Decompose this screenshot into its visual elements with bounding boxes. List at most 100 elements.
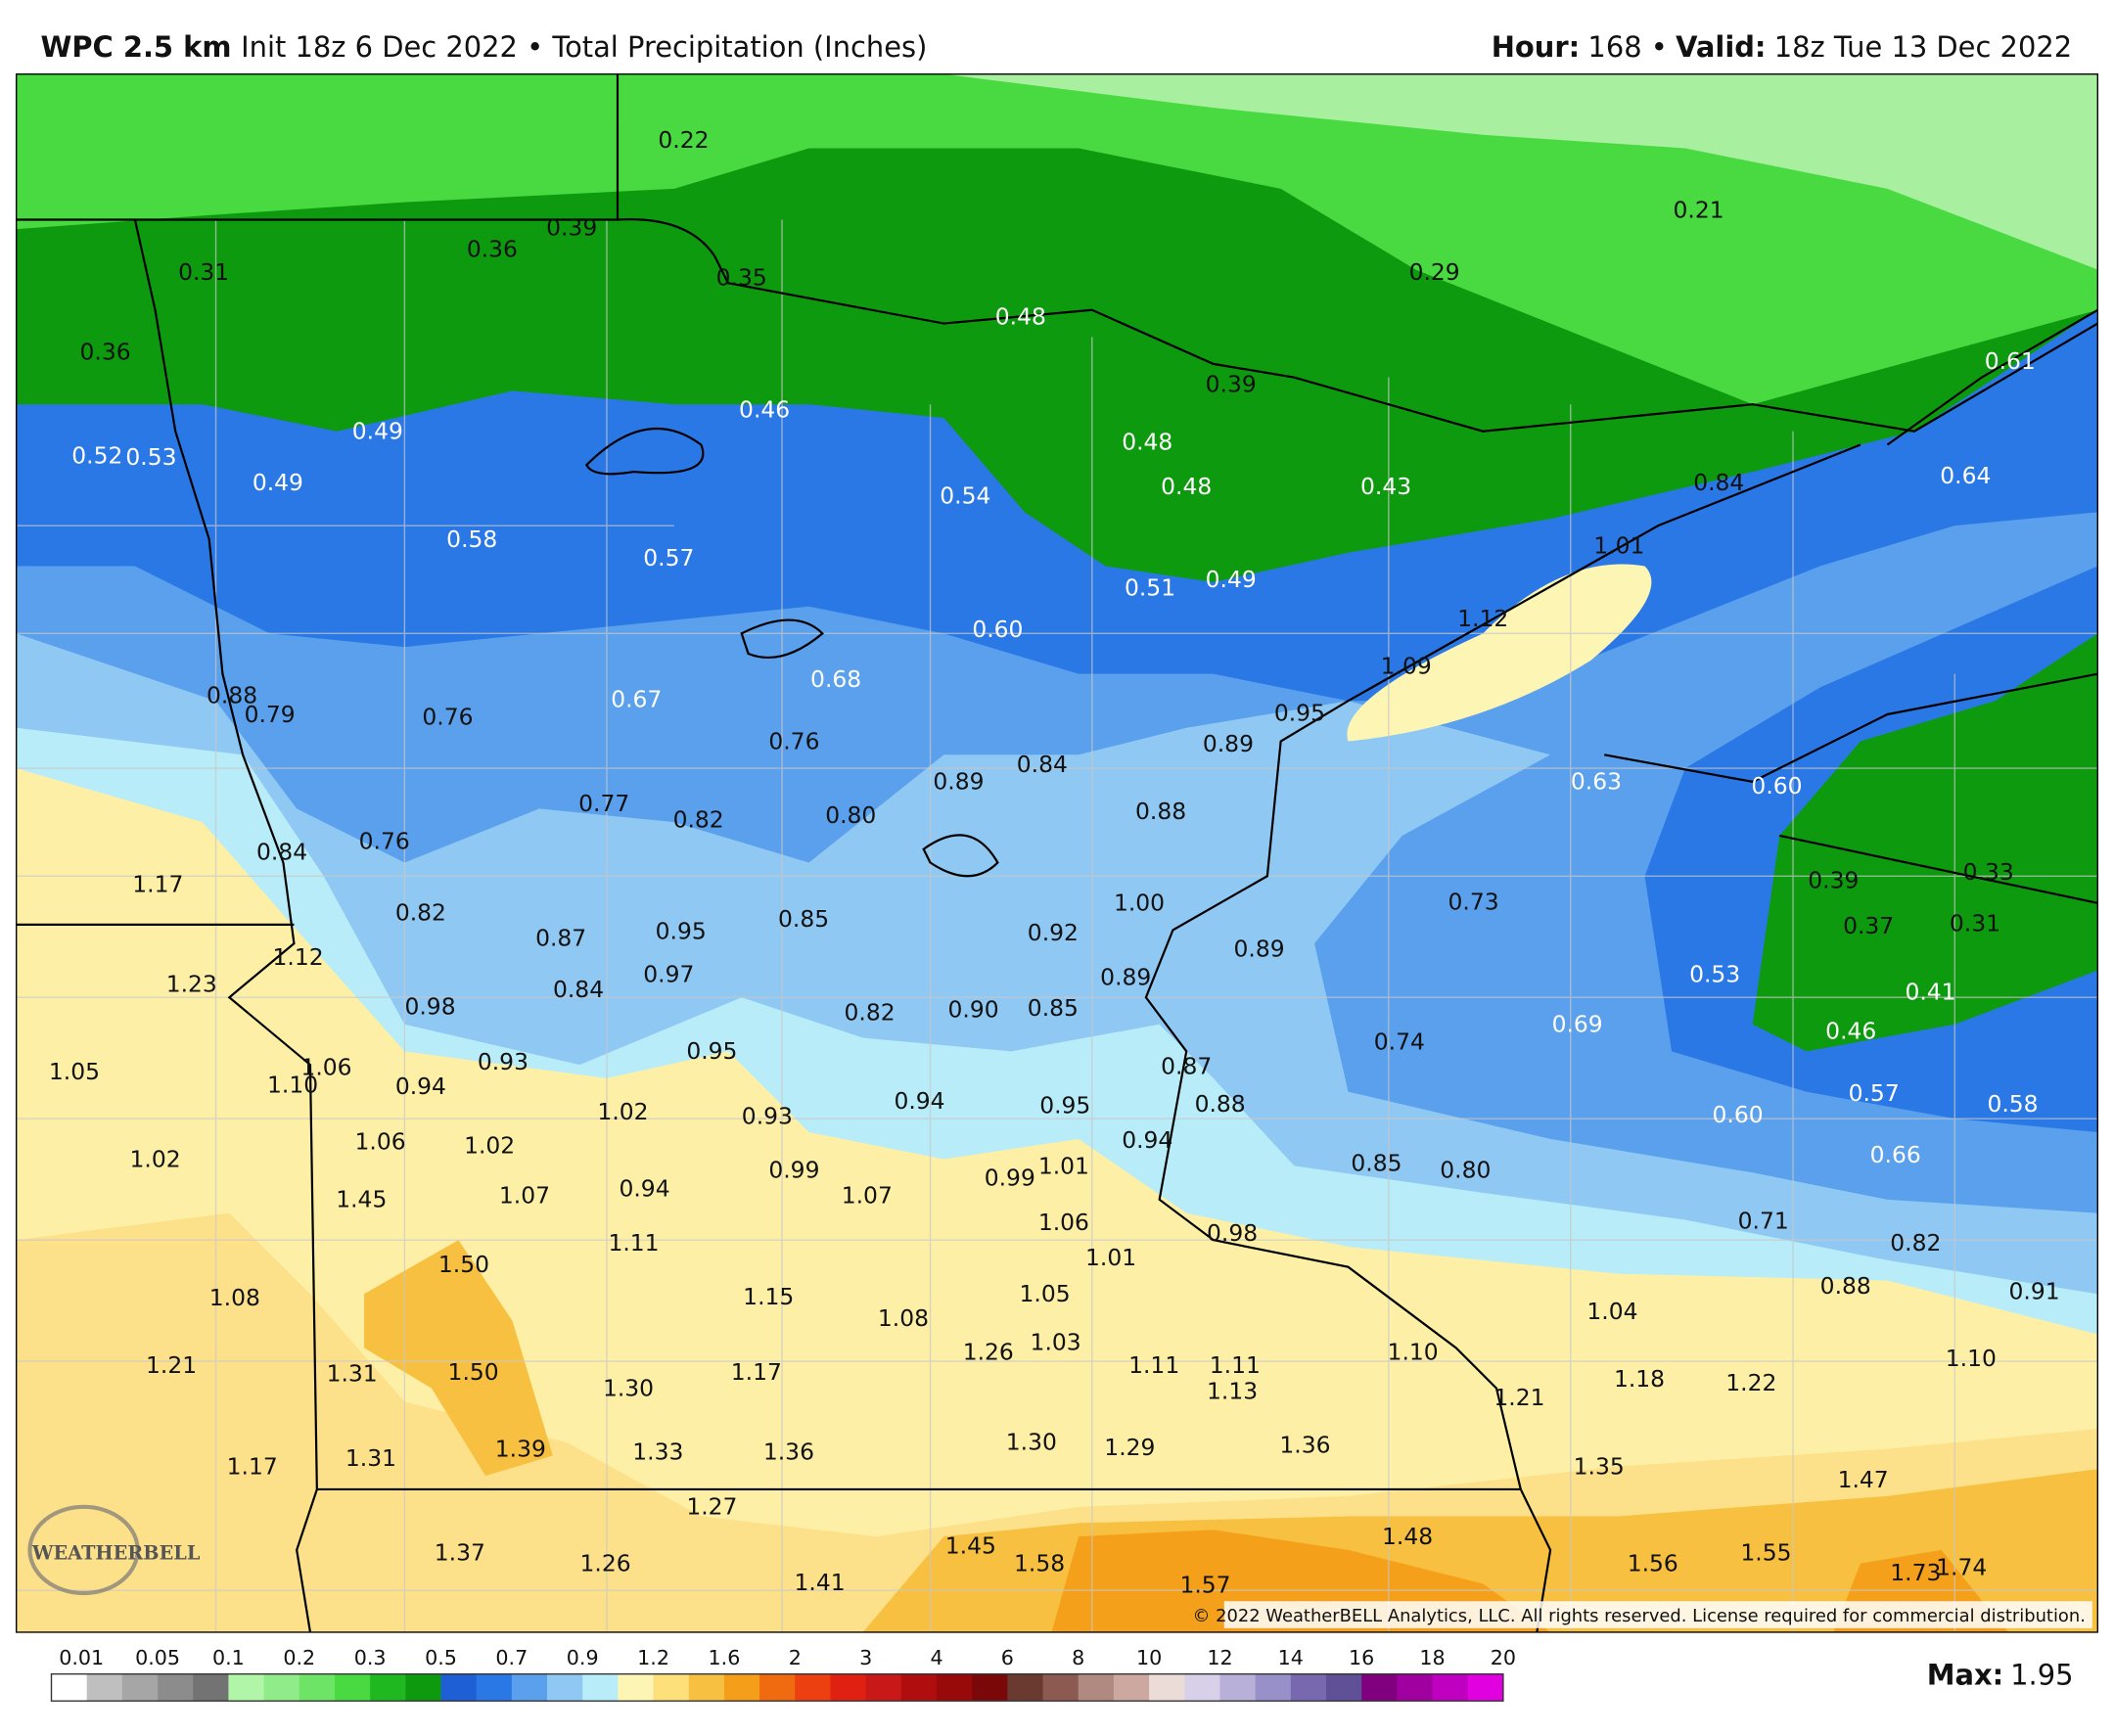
precip-label: 0.49: [352, 418, 403, 445]
precip-label: 0.22: [658, 126, 709, 154]
precip-label: 1.07: [842, 1182, 893, 1210]
precip-label: 1.11: [1128, 1351, 1179, 1379]
precip-label: 0.76: [768, 727, 819, 754]
colorbar-swatch: [937, 1673, 973, 1702]
header-left: WPC 2.5 km Init 18z 6 Dec 2022 • Total Pr…: [40, 30, 927, 64]
precip-label: 0.84: [553, 976, 604, 1003]
precip-label: 1.11: [608, 1229, 659, 1256]
precip-label: 1.21: [1494, 1384, 1544, 1411]
precip-label: 1.58: [1014, 1550, 1065, 1577]
precip-label: 1.01: [1085, 1244, 1136, 1271]
precip-label: 0.95: [1274, 699, 1325, 726]
precip-label: 1.55: [1740, 1539, 1791, 1567]
colorbar-tick-label: 1.2: [637, 1646, 669, 1669]
colorbar-swatch: [1184, 1673, 1220, 1702]
precip-label: 0.99: [985, 1165, 1035, 1192]
colorbar-swatch: [1149, 1673, 1185, 1702]
lakes: [584, 427, 999, 878]
precip-label: 0.77: [578, 790, 629, 817]
precip-label: 0.31: [178, 258, 229, 286]
precip-label: 1.23: [166, 970, 217, 997]
precip-label: 0.94: [619, 1175, 669, 1203]
precip-label: 0.63: [1571, 768, 1622, 796]
precip-label: 1.48: [1382, 1523, 1433, 1550]
precip-label: 0.74: [1374, 1028, 1425, 1056]
colorbar-swatch: [1007, 1673, 1043, 1702]
precip-label: 1.06: [300, 1054, 351, 1081]
colorbar-swatch: [723, 1673, 760, 1702]
precip-label: 1.02: [130, 1145, 181, 1172]
colorbar-swatch: [1113, 1673, 1150, 1702]
precip-label: 1.17: [731, 1358, 782, 1386]
precip-label: 1.57: [1179, 1572, 1230, 1599]
precip-label: 1.05: [49, 1058, 100, 1085]
precip-label: 0.85: [1028, 994, 1079, 1022]
precip-label: 1.07: [499, 1182, 550, 1210]
precip-label: 1.12: [1457, 605, 1508, 632]
precip-label: 0.97: [643, 961, 694, 988]
logo: WEATHERBELL: [31, 1542, 201, 1565]
precip-label: 1.02: [597, 1098, 648, 1125]
colorbar-tick-label: 0.9: [567, 1646, 599, 1669]
colorbar-tick-label: 1.6: [709, 1646, 741, 1669]
colorbar-tick-label: 16: [1349, 1646, 1374, 1669]
precip-label: 1.10: [1388, 1338, 1439, 1365]
colorbar-swatch: [1467, 1673, 1504, 1702]
precip-label: 1.50: [438, 1251, 489, 1278]
precip-label: 0.90: [948, 995, 999, 1023]
precip-label: 0.76: [422, 704, 473, 731]
precip-label: 0.39: [546, 214, 597, 242]
map: [16, 73, 2098, 1632]
colorbar-tick-label: 0.3: [354, 1646, 387, 1669]
colorbar-tick-label: 6: [1001, 1646, 1014, 1669]
colorbar-tick-label: 8: [1072, 1646, 1084, 1669]
precip-label: 0.48: [995, 303, 1046, 331]
precip-label: 0.82: [395, 898, 446, 926]
precip-label: 1.06: [355, 1127, 406, 1155]
precip-label: 1.41: [795, 1569, 846, 1596]
colorbar-swatch: [1078, 1673, 1115, 1702]
colorbar-swatch: [511, 1673, 548, 1702]
colorbar-swatch: [1432, 1673, 1469, 1702]
max-label: Max:: [1927, 1659, 2003, 1692]
precip-label: 0.89: [1234, 936, 1285, 963]
hour-label: Hour:: [1492, 30, 1580, 64]
precip-label: 0.98: [1207, 1219, 1258, 1247]
colorbar-tick-label: 2: [789, 1646, 802, 1669]
precip-label: 0.84: [1017, 751, 1068, 778]
colorbar-swatch: [476, 1673, 513, 1702]
valid-label: Valid:: [1676, 30, 1766, 64]
precip-label: 0.82: [844, 998, 895, 1026]
colorbar-tick-label: 10: [1136, 1646, 1162, 1669]
precip-label: 1.09: [1381, 652, 1432, 679]
colorbar-tick-label: 0.01: [59, 1646, 104, 1669]
state-borders: [16, 73, 2098, 1632]
precip-label: 1.21: [146, 1351, 197, 1379]
precip-label: 1.39: [495, 1436, 546, 1463]
colorbar-swatch: [1290, 1673, 1327, 1702]
colorbar-swatch: [1219, 1673, 1257, 1702]
precip-label: 0.37: [1843, 912, 1894, 939]
precip-label: 0.53: [1689, 961, 1740, 988]
precip-label: 0.64: [1940, 462, 1991, 489]
colorbar-tick-label: 0.7: [495, 1646, 528, 1669]
valid-value: 18z Tue 13 Dec 2022: [1774, 30, 2072, 64]
precip-label: 1.17: [227, 1452, 278, 1480]
precip-label: 0.36: [467, 236, 518, 263]
logo-swirl: [27, 1504, 140, 1596]
precip-label: 0.58: [1987, 1090, 2038, 1118]
precip-label: 0.31: [1950, 909, 2000, 937]
precip-label: 0.57: [643, 544, 694, 571]
header-right: Hour: 168 • Valid: 18z Tue 13 Dec 2022: [1492, 30, 2072, 64]
colorbar-tick-label: 0.2: [283, 1646, 315, 1669]
precip-label: 0.82: [1890, 1229, 1941, 1256]
precip-label: 1.33: [632, 1438, 683, 1465]
colorbar-swatch: [405, 1673, 441, 1702]
precip-label: 0.39: [1808, 866, 1859, 893]
colorbar-swatch: [334, 1673, 371, 1702]
colorbar-tick-label: 14: [1278, 1646, 1304, 1669]
precip-label: 0.60: [972, 616, 1023, 643]
init-text: Init 18z 6 Dec 2022 • Total Precipitatio…: [241, 30, 927, 64]
colorbar-swatch: [228, 1673, 265, 1702]
precip-label: 0.60: [1712, 1101, 1763, 1128]
